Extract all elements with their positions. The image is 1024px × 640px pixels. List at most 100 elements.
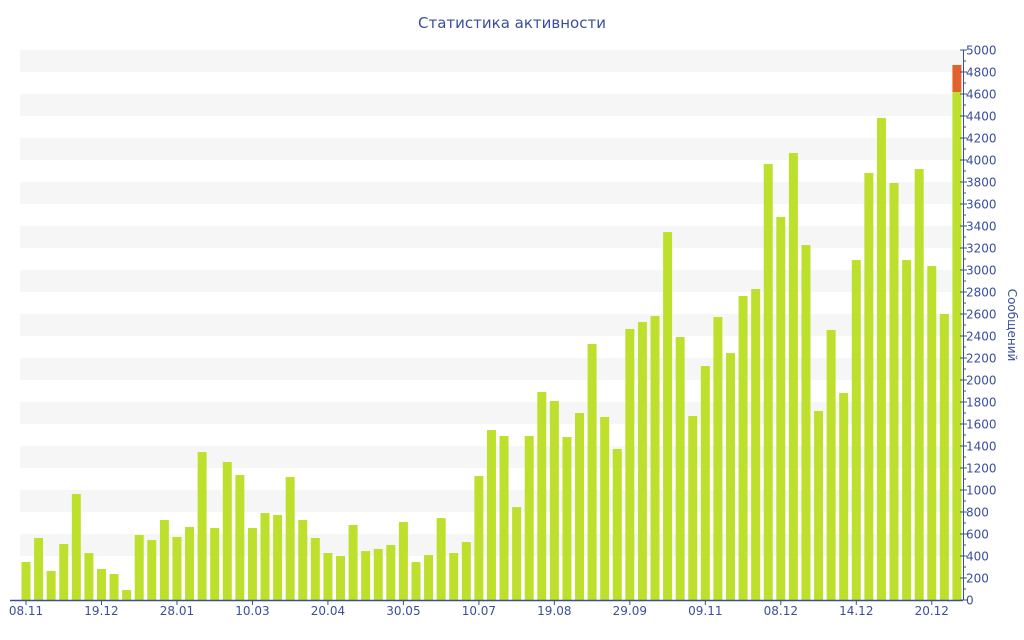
y-tick-label: 2400 [966,330,997,344]
x-tick-label: 08.11 [9,604,43,618]
y-tick-label: 3800 [966,176,997,190]
bar [21,562,31,600]
bar [159,520,169,600]
bar [788,152,798,600]
bar [247,527,257,600]
bar [512,507,522,600]
x-tick-label: 08.12 [764,604,798,618]
bar [889,182,899,601]
y-tick-label: 3400 [966,220,997,234]
bar [801,245,811,600]
y-tick-label: 1000 [966,484,997,498]
grid-band [20,94,963,116]
y-tick-label: 600 [966,528,989,542]
y-tick-label: 4200 [966,132,997,146]
bar [826,329,836,600]
bar [122,589,132,600]
bar [738,295,748,600]
bar [96,568,106,600]
x-tick-label: 29.09 [613,604,647,618]
bar [285,477,295,600]
bar [562,436,572,600]
bar [625,328,635,600]
bar [675,336,685,600]
bar [323,553,333,600]
x-tick-label: 19.08 [537,604,571,618]
grid-band [20,50,963,72]
bar [939,314,949,600]
bar [361,551,371,600]
bar [776,216,786,601]
y-tick-label: 800 [966,506,989,520]
bar [952,92,962,601]
bar [499,435,509,600]
bar [600,416,610,600]
y-tick-label: 1400 [966,440,997,454]
bar [713,316,723,600]
bar [222,461,232,600]
x-tick-label: 10.03 [235,604,269,618]
bar [814,411,824,600]
bar [851,259,861,600]
x-tick-label: 30.05 [386,604,420,618]
bar [725,353,735,600]
bar [902,259,912,600]
y-tick-label: 4400 [966,110,997,124]
y-tick-label: 3600 [966,198,997,212]
chart-title: Статистика активности [418,14,606,32]
bar [373,548,383,600]
y-tick-label: 3200 [966,242,997,256]
bar [486,430,496,600]
x-tick-label: 20.04 [311,604,345,618]
bar [461,542,471,600]
x-tick-label: 19.12 [84,604,118,618]
bar [59,544,69,600]
bar [864,172,874,601]
bar [449,553,459,600]
y-tick-label: 0 [966,594,974,608]
bar [147,540,157,600]
y-tick-label: 4800 [966,66,997,80]
y-tick-label: 4000 [966,154,997,168]
y-tick-label: 1600 [966,418,997,432]
bar [549,401,559,600]
y-tick-label: 200 [966,572,989,586]
y-tick-label: 3000 [966,264,997,278]
y-tick-label: 4600 [966,88,997,102]
bar [71,493,81,600]
bar [235,475,245,600]
bar [700,366,710,600]
grid-band [20,270,963,292]
bar [134,534,144,600]
x-tick-label: 10.07 [462,604,496,618]
x-tick-label: 14.12 [839,604,873,618]
y-tick-label: 400 [966,550,989,564]
bar [386,545,396,600]
bar [876,117,886,600]
bar [575,413,585,600]
bar [688,415,698,600]
bar [273,514,283,600]
bar [474,476,484,600]
bar [650,315,660,600]
grid-band [20,314,963,336]
bar [84,553,94,600]
bar [172,536,182,600]
bar [663,232,673,601]
bar [587,344,597,600]
bar [839,392,849,600]
y-tick-label: 2000 [966,374,997,388]
bar-extra [952,64,962,93]
bar [185,526,195,600]
bar [310,537,320,600]
bar [751,289,761,600]
y-tick-label: 2200 [966,352,997,366]
bar [411,562,421,600]
y-tick-label: 1200 [966,462,997,476]
x-tick-label: 20.12 [915,604,949,618]
y-axis-label: Сообщений [1005,289,1019,362]
bar [398,522,408,600]
y-tick-label: 5000 [966,44,997,58]
bar [109,574,119,600]
